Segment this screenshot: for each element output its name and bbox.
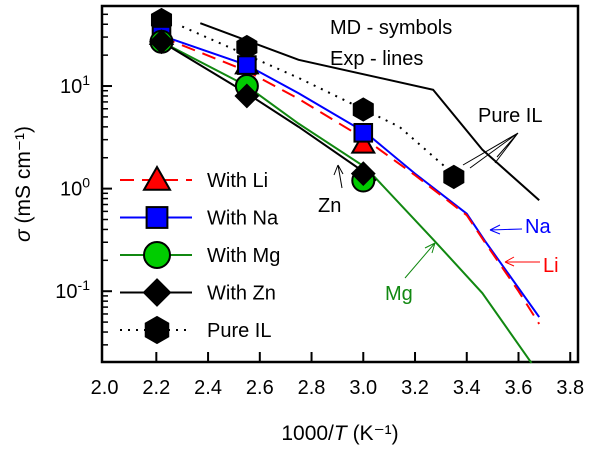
annotation-arrows bbox=[333, 132, 540, 279]
annotation-li: Li bbox=[543, 255, 559, 277]
legend-item: With Na bbox=[120, 206, 279, 230]
exp-line-zn-exp bbox=[160, 40, 377, 182]
annotation-exp: Exp - lines bbox=[330, 48, 423, 70]
annotation-pure-il: Pure IL bbox=[478, 105, 542, 127]
y-tick-label: 100 bbox=[60, 175, 90, 201]
legend-item: With Mg bbox=[120, 241, 280, 269]
legend-marker-diamond bbox=[142, 278, 172, 307]
plot-frame bbox=[100, 4, 580, 364]
x-tick-label: 2.6 bbox=[246, 377, 274, 399]
md-point-diamond bbox=[149, 29, 174, 55]
legend-label: With Na bbox=[207, 208, 279, 230]
y-tick-label: 101 bbox=[60, 72, 90, 98]
x-tick-label: 2.0 bbox=[91, 377, 119, 399]
md-point-diamond bbox=[234, 83, 260, 109]
legend-label: With Li bbox=[207, 170, 268, 192]
md-point-square bbox=[353, 122, 374, 143]
md-point-triangle bbox=[350, 131, 377, 154]
x-tick-label: 2.4 bbox=[194, 377, 222, 399]
md-point-square bbox=[237, 55, 257, 75]
exp-line-pure-il-exp bbox=[199, 22, 540, 202]
legend-label: With Zn bbox=[207, 283, 276, 305]
x-tick-label: 3.6 bbox=[505, 377, 533, 399]
legend-marker-square bbox=[145, 206, 169, 229]
legend-item: With Li bbox=[120, 164, 268, 192]
annotation-zn: Zn bbox=[318, 195, 341, 217]
y-axis-label: σ (mS cm⁻¹) bbox=[12, 126, 35, 242]
legend-marker-circle bbox=[143, 241, 171, 269]
x-tick-label: 3.8 bbox=[556, 377, 584, 399]
md-point-hexagon bbox=[352, 97, 374, 122]
x-tick-label: 3.0 bbox=[349, 377, 377, 399]
annotation-na: Na bbox=[525, 216, 551, 238]
legend-label: Pure IL bbox=[207, 320, 271, 342]
annotation-md: MD - symbols bbox=[330, 17, 452, 39]
legend-label: With Mg bbox=[207, 245, 280, 267]
x-tick-label: 3.2 bbox=[401, 377, 429, 399]
md-point-diamond bbox=[350, 161, 376, 187]
x-tick-label: 2.8 bbox=[298, 377, 326, 399]
x-axis-label: 1000/T (K⁻¹) bbox=[281, 422, 398, 445]
annotation-mg: Mg bbox=[385, 283, 413, 305]
md-point-hexagon bbox=[443, 164, 465, 190]
y-tick-label: 10-1 bbox=[55, 277, 90, 303]
legend-item: With Zn bbox=[120, 278, 276, 307]
legend-item: Pure IL bbox=[120, 315, 271, 345]
x-tick-label: 2.2 bbox=[142, 377, 170, 399]
x-tick-label: 3.4 bbox=[453, 377, 481, 399]
exp-line-mg-exp bbox=[161, 40, 533, 364]
legend-marker-triangle bbox=[142, 164, 172, 191]
legend-marker-hexagon bbox=[144, 315, 170, 345]
